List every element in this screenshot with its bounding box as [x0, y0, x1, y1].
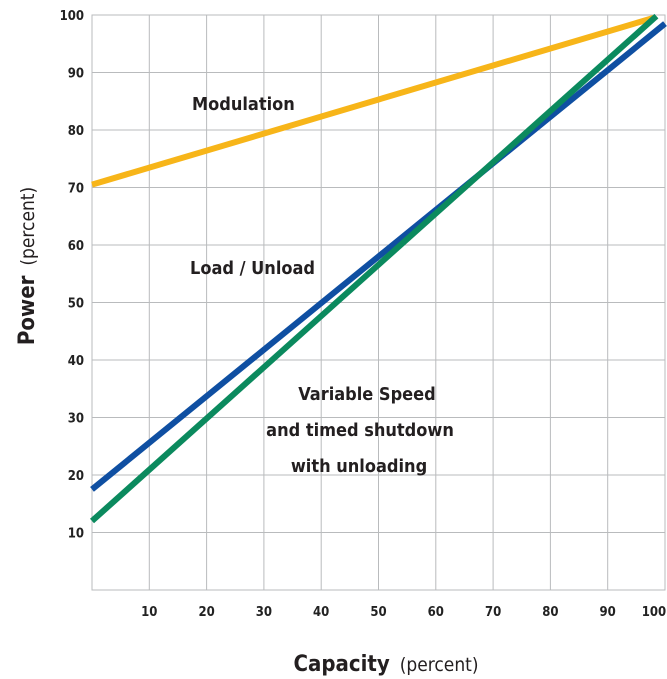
- y-tick-label: 50: [68, 297, 84, 312]
- x-tick-label: 80: [542, 605, 558, 620]
- grid: [91, 14, 666, 591]
- series-line-2: [89, 13, 659, 524]
- x-axis-title-main: Capacity: [293, 652, 389, 677]
- x-tick-label: 50: [370, 605, 386, 620]
- x-tick-label: 100: [642, 605, 666, 620]
- series-lines: [89, 13, 667, 524]
- x-axis-title: Capacity (percent): [293, 652, 478, 677]
- x-axis-title-unit: (percent): [400, 654, 479, 676]
- x-tick-label: 90: [600, 605, 616, 620]
- y-tick-label: 60: [68, 239, 84, 254]
- y-tick-label: 80: [68, 124, 84, 139]
- x-tick-label: 30: [256, 605, 272, 620]
- x-tick-label: 20: [198, 605, 214, 620]
- series-line-0: [91, 14, 655, 188]
- x-tick-label: 70: [485, 605, 501, 620]
- y-tick-labels: 10 20 30 40 50 60 70 80 90 100: [60, 9, 84, 542]
- series-label-variable-speed-line-2: and timed shutdown: [266, 420, 454, 441]
- y-tick-label: 40: [68, 354, 84, 369]
- x-tick-label: 60: [428, 605, 444, 620]
- x-tick-label: 40: [313, 605, 329, 620]
- x-tick-label: 10: [141, 605, 157, 620]
- y-axis-title-main: Power: [15, 275, 40, 345]
- x-tick-labels: 10 20 30 40 50 60 70 80 90 100: [141, 605, 666, 620]
- y-axis-title-unit: (percent): [17, 187, 39, 266]
- y-tick-label: 100: [60, 9, 84, 24]
- series-label-load-unload: Load / Unload: [190, 258, 315, 279]
- y-tick-label: 10: [68, 527, 84, 542]
- y-tick-label: 20: [68, 469, 84, 484]
- series-label-modulation: Modulation: [192, 94, 295, 115]
- series-label-variable-speed-line-3: with unloading: [291, 456, 427, 477]
- y-tick-label: 70: [68, 182, 84, 197]
- y-axis-title: Power (percent): [15, 187, 40, 345]
- series-line-1: [90, 21, 667, 492]
- y-tick-label: 30: [68, 412, 84, 427]
- y-tick-label: 90: [68, 67, 84, 82]
- series-label-variable-speed-line-1: Variable Speed: [298, 384, 436, 405]
